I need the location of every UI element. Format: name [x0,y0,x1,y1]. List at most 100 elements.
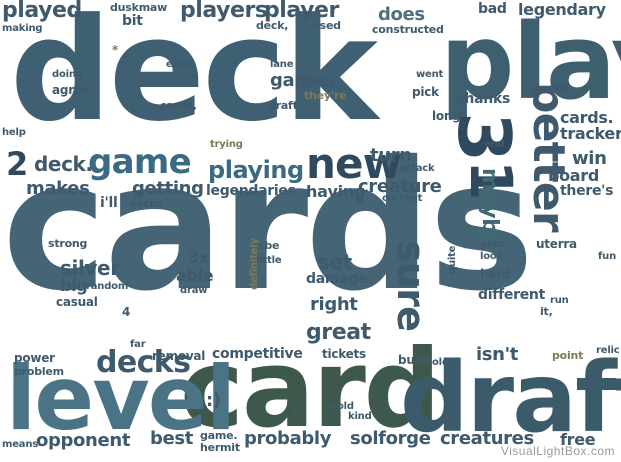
word-pick: pick [412,85,439,99]
word-two: 2 [6,145,28,183]
word-games: games [270,70,335,91]
word-long: long [432,109,461,123]
word-ill: i'll [100,195,118,211]
word-old: old [432,357,449,368]
word-trying: trying [210,139,243,150]
word-cards-comma: cards, [160,99,197,112]
word-solforge: solforge [350,428,431,449]
word-new: new [306,139,402,188]
word-used: used [312,19,341,32]
word-damage: damage [306,271,368,287]
word-big: big [60,276,88,295]
word-maybe: maybe [477,168,502,248]
word-bit: bit [122,13,143,29]
word-playing: playing [208,156,304,184]
word-agree: agree [52,83,90,97]
word-draft: draft [400,342,621,454]
word-isnt: isn't [476,344,519,365]
word-deck-comma: deck, [256,19,289,32]
word-attack: attack [400,163,435,174]
word-kind: kind [348,411,372,422]
word-sbe: sbe [258,239,280,252]
word-sure: sure [389,240,433,332]
word-deck-dot: deck. [34,152,93,176]
word-probably: probably [244,428,332,449]
word-constructed: constructed [372,23,444,36]
word-extra: extra [166,59,195,70]
word-strong: strong [48,237,88,250]
word-players: players [180,0,268,23]
word-five: 5 [356,195,363,206]
word-gold: gold [330,401,354,412]
word-creatures: creatures [440,428,534,449]
word-relic: relic [596,345,620,356]
word-able: able [176,266,214,285]
word-star: * [112,43,119,57]
word-fun: fun [598,251,616,262]
word-silver: silver [60,256,120,280]
word-little: little [256,255,282,266]
word-win: win [572,148,607,169]
word-lane: lane [270,59,294,70]
word-game: game [88,142,192,182]
word-played: played [2,0,82,23]
word-legendary: legendary [518,0,606,19]
word-theyre: they're [304,89,347,102]
word-draw: draw [180,285,208,296]
word-current: current [382,193,423,204]
word-right: right [310,294,358,315]
word-duskmaw: duskmaw [110,1,168,14]
word-free: free [560,430,596,449]
word-deck: deck [10,0,378,153]
word-build: build [398,353,431,367]
word-x: x [292,405,299,416]
word-decks: decks [96,345,191,380]
word-level: level [6,347,236,450]
word-threex: 3x [188,248,209,267]
word-cards-dot: cards. [560,108,614,127]
word-board: board [548,166,599,185]
word-removal: removal [152,349,206,363]
word-making: making [2,23,43,34]
word-theres: there's [560,183,614,199]
word-random: random [86,281,129,292]
word-help: help [2,127,26,138]
word-having: having [306,182,366,201]
word-competitive: competitive [212,346,303,362]
word-play: play [440,1,621,123]
word-turn: turn [370,145,412,166]
word-thanks: thanks [458,91,511,107]
word-far: far [130,339,146,350]
word-four: 4 [122,305,131,319]
word-getting: getting [132,178,204,199]
word-point: point [552,349,584,362]
word-card: card [180,327,441,452]
word-does: does [378,4,425,25]
word-makes: makes [26,178,90,199]
word-means: means [2,439,39,450]
word-casual: casual [56,295,98,309]
word-better: better [523,82,574,232]
word-definitely: definitely [249,238,260,290]
word-game-dot: game. [200,429,238,442]
word-hard: hard [480,267,511,281]
word-tracker: tracker [560,124,621,143]
word-best: best [150,428,193,449]
word-legendaries: legendaries [206,183,296,199]
word-tickets: tickets [322,347,366,361]
watermark: VisualLightBox.com [500,444,615,458]
word-went: went [416,69,444,80]
word-creature: creature [358,176,442,197]
word-uterra: uterra [536,237,577,251]
word-opponent: opponent [36,430,131,451]
word-packs: packs [130,199,162,210]
word-great: great [306,320,371,345]
word-draft-dot: draft. [268,99,302,112]
word-gets: gets [480,239,504,250]
word-problem: problem [14,365,64,378]
word-bad: bad [478,1,507,17]
word-end: end [484,139,505,150]
word-player: player [264,0,339,23]
word-power: power [14,351,55,365]
